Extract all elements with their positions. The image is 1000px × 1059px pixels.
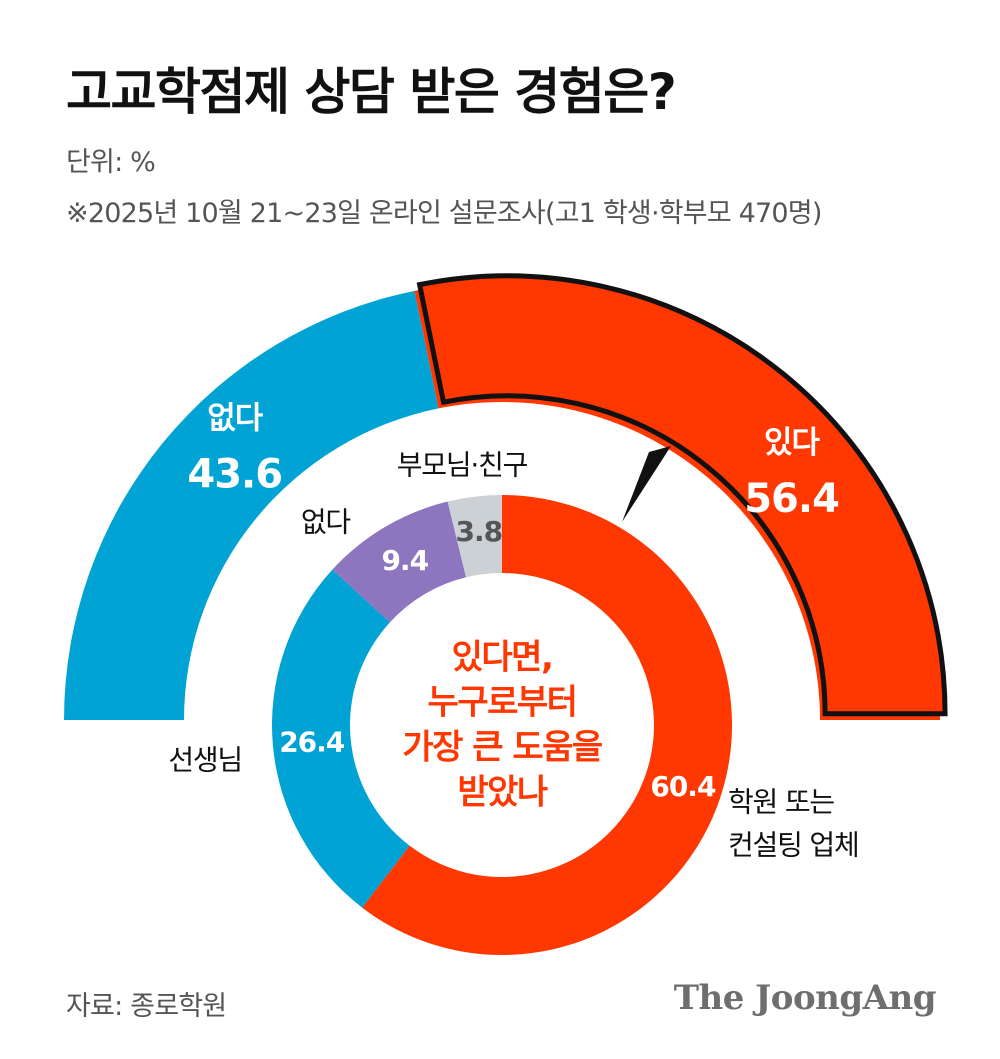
outer-segment-yes-outline — [416, 273, 948, 717]
inner-value-label: 60.4 — [650, 770, 716, 803]
survey-note: ※2025년 10월 21~23일 온라인 설문조사(고1 학생·학부모 470… — [66, 198, 822, 229]
source-note: 자료: 종로학원 — [66, 991, 227, 1022]
inner-segment — [272, 569, 410, 908]
inner-segment — [447, 495, 502, 578]
outer-value-label: 43.6 — [187, 452, 282, 498]
brand-logo: The JoongAng — [673, 978, 937, 1018]
inner-category-label: 없다 — [301, 506, 351, 539]
inner-segment — [362, 495, 732, 955]
donut-center-title: 누구로부터 — [428, 683, 577, 723]
inner-segment — [332, 501, 467, 623]
outer-segment-no — [64, 290, 439, 720]
unit-note: 단위: % — [66, 147, 156, 178]
inner-category-label: 학원 또는 — [728, 786, 834, 819]
outer-value-label: 56.4 — [744, 476, 839, 522]
callout-pointer — [622, 446, 671, 522]
outer-category-label: 있다 — [764, 425, 821, 461]
inner-value-label: 26.4 — [279, 725, 345, 758]
inner-category-label: 컨설팅 업체 — [728, 829, 859, 862]
inner-value-label: 3.8 — [455, 515, 502, 548]
inner-category-label: 부모님·친구 — [397, 449, 528, 482]
chart-title: 고교학점제 상담 받은 경험은? — [66, 63, 677, 121]
donut-center-title: 있다면, — [452, 638, 553, 678]
donut-center-title: 받았나 — [457, 773, 548, 813]
inner-value-label: 9.4 — [381, 544, 428, 577]
inner-category-label: 선생님 — [168, 744, 242, 777]
donut-center-title: 가장 큰 도움을 — [402, 728, 603, 768]
outer-category-label: 없다 — [207, 401, 264, 437]
outer-segment-yes-highlight — [416, 273, 948, 717]
